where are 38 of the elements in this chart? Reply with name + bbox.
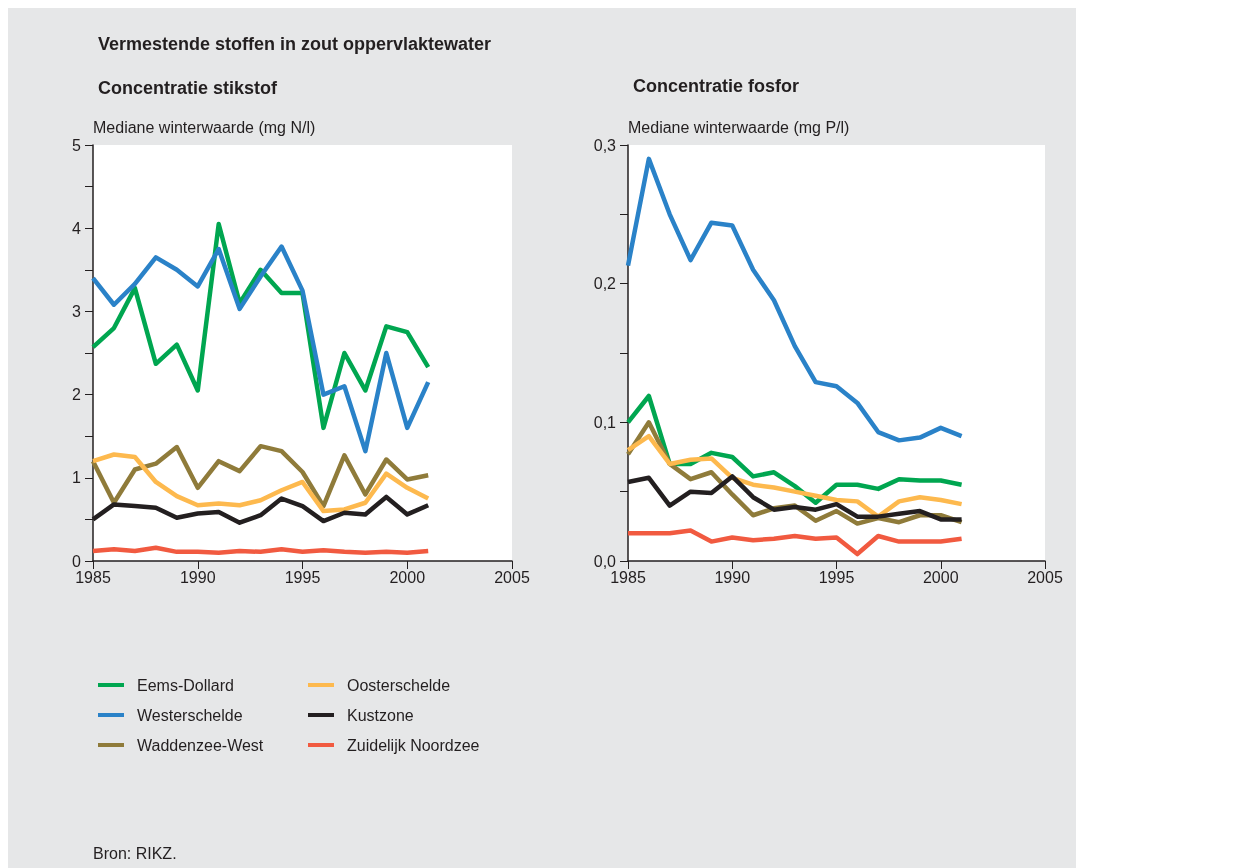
line-series (625, 156, 964, 443)
x-tick-label: 2000 (922, 568, 959, 586)
y-tick-label: 4 (72, 219, 82, 237)
x-tick-label: 2005 (1027, 568, 1063, 586)
x-tick-label: 1990 (714, 568, 751, 586)
y-axis-title: Mediane winterwaarde (mg N/l) (93, 118, 316, 136)
line-series (90, 221, 431, 431)
x-tick-label: 1990 (179, 568, 216, 586)
y-tick-label: 0 (72, 552, 82, 570)
y-tick-label: 5 (72, 136, 82, 154)
line-series (90, 452, 431, 514)
x-tick-label: 1995 (818, 568, 855, 586)
chart-subtitle: Concentratie stikstof (98, 78, 279, 98)
legend-label: Oosterschelde (347, 676, 451, 694)
legend-label: Eems-Dollard (137, 676, 234, 694)
x-tick-label: 1985 (75, 568, 111, 586)
y-tick-label: 0,0 (593, 552, 617, 570)
chart-title: Concentratie fosfor (633, 76, 800, 96)
line-series (90, 244, 431, 454)
chart-title: Vermestende stoffen in zout oppervlaktewater (98, 34, 492, 54)
legend-label: Kustzone (347, 706, 414, 724)
x-tick-label: 1985 (610, 568, 646, 586)
line-series (90, 443, 431, 509)
y-tick-label: 1 (72, 469, 82, 487)
text: Bron: RIKZ. (93, 844, 177, 862)
y-tick-label: 2 (72, 386, 82, 404)
legend-label: Zuidelijk Noordzee (347, 736, 480, 754)
x-tick-label: 2000 (389, 568, 426, 586)
y-axis-title: Mediane winterwaarde (mg P/l) (628, 118, 850, 136)
x-tick-label: 2005 (494, 568, 530, 586)
y-tick-label: 0,1 (593, 413, 617, 431)
y-tick-label: 3 (72, 302, 82, 320)
legend-label: Westerschelde (137, 706, 243, 724)
y-tick-label: 0,3 (593, 136, 617, 154)
legend-label: Waddenzee-West (137, 736, 264, 754)
line-series (625, 528, 964, 557)
x-tick-label: 1995 (284, 568, 321, 586)
y-tick-label: 0,2 (593, 275, 617, 293)
